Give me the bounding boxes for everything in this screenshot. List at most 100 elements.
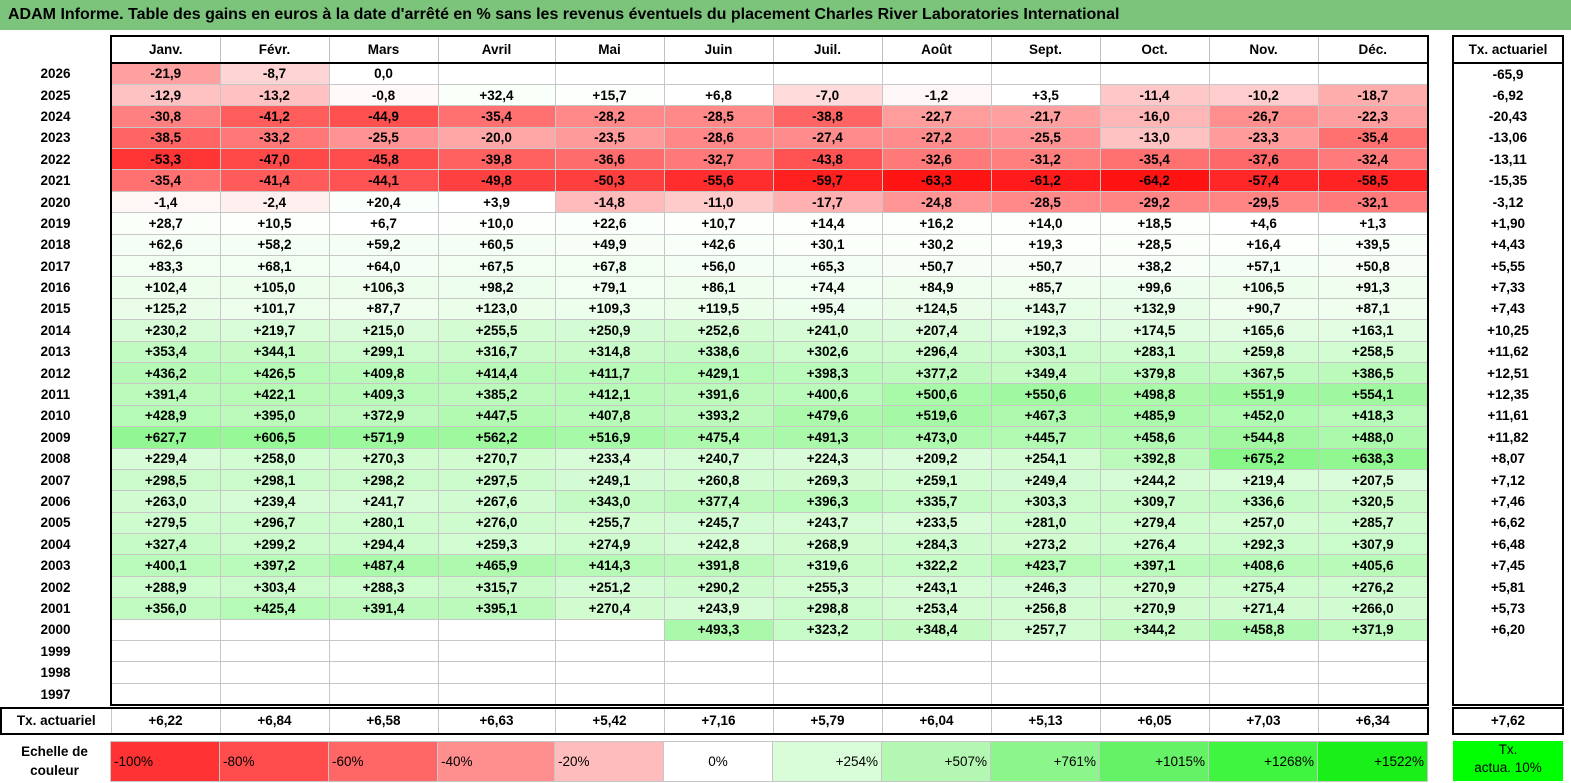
- gain-cell: +303,3: [990, 490, 1101, 513]
- year-label: 2026: [40, 66, 71, 82]
- month-header: Févr.: [219, 35, 330, 64]
- gain-cell: [663, 661, 774, 684]
- gain-cell: +270,4: [554, 597, 665, 620]
- gain-cell: [328, 682, 439, 706]
- gain-cell: +298,8: [772, 597, 883, 620]
- table-row: 2011 +391,4 +422,1 +409,3 +385,2 +412,1 +391,6…: [1, 383, 1429, 406]
- gain-cell: +485,9: [1099, 404, 1210, 428]
- gain-cell: [1099, 640, 1210, 663]
- gain-cell: +296,7: [219, 511, 330, 535]
- gain-cell: +10,7: [663, 212, 774, 235]
- gain-cell: +263,0: [110, 490, 221, 513]
- gain-cell: +50,8: [1317, 255, 1429, 278]
- table-row: 2014 +230,2 +219,7 +215,0 +255,5 +250,9 +252,6…: [1, 319, 1429, 342]
- gain-cell: +498,8: [1099, 383, 1210, 406]
- gain-cell: +246,3: [990, 575, 1101, 599]
- gain-cell: +397,2: [219, 554, 330, 577]
- gain-cell: +571,9: [328, 426, 439, 449]
- gain-cell: -35,4: [1099, 148, 1210, 171]
- gain-cell: +62,6: [110, 233, 221, 257]
- year-label: 2023: [40, 130, 71, 146]
- gain-cell: +219,4: [1208, 468, 1319, 492]
- gain-cell: +409,8: [328, 361, 439, 385]
- month-header: Mars: [328, 35, 439, 64]
- gains-table: Janv. Févr. Mars Avril Mai Juin Juil. Août Sept.…: [0, 35, 1429, 735]
- gain-cell: +251,2: [554, 575, 665, 599]
- gain-cell: +303,1: [990, 340, 1101, 363]
- gain-cell: +59,2: [328, 233, 439, 257]
- gain-cell: +296,4: [881, 340, 992, 363]
- gain-cell: +303,4: [219, 575, 330, 599]
- gain-cell: -1,4: [110, 190, 221, 214]
- tx-actuariel-cell: +7,03: [1208, 706, 1318, 735]
- gain-cell: +16,4: [1208, 233, 1319, 257]
- gain-cell: [990, 661, 1101, 684]
- gain-cell: +429,1: [663, 361, 774, 385]
- gain-cell: +254,1: [990, 447, 1101, 470]
- gain-cell: +299,2: [219, 533, 330, 556]
- gain-cell: +241,0: [772, 319, 883, 342]
- gain-cell: +554,1: [1317, 383, 1429, 406]
- gain-cell: +408,6: [1208, 554, 1319, 577]
- gain-cell: [1099, 682, 1210, 706]
- gain-cell: +30,1: [772, 233, 883, 257]
- color-scale-swatch: +254%: [772, 741, 882, 782]
- rate-cell: +1,90: [1452, 212, 1564, 235]
- gain-cell: [772, 640, 883, 663]
- gain-cell: -14,8: [554, 190, 665, 214]
- gain-cell: +391,6: [663, 383, 774, 406]
- gain-cell: +74,4: [772, 276, 883, 299]
- gain-cell: [110, 640, 221, 663]
- gain-cell: -12,9: [110, 83, 221, 107]
- gain-cell: [990, 62, 1101, 85]
- tx-actuariel-cell: +5,42: [554, 706, 664, 735]
- gain-cell: +377,2: [881, 361, 992, 385]
- gain-cell: +281,0: [990, 511, 1101, 535]
- gain-cell: +241,7: [328, 490, 439, 513]
- table-row: 2008 +229,4 +258,0 +270,3 +270,7 +233,4 +240,7…: [1, 447, 1429, 470]
- gain-cell: -28,6: [663, 126, 774, 150]
- gain-cell: -11,0: [663, 190, 774, 214]
- gain-cell: -27,4: [772, 126, 883, 150]
- gain-cell: -29,2: [1099, 190, 1210, 214]
- gain-cell: [1208, 640, 1319, 663]
- gain-cell: -59,7: [772, 169, 883, 192]
- rate-header: Tx. actuariel: [1452, 35, 1564, 64]
- gain-cell: -45,8: [328, 148, 439, 171]
- table-row: 2013 +353,4 +344,1 +299,1 +316,7 +314,8 +338,6…: [1, 340, 1429, 363]
- gain-cell: +398,3: [772, 361, 883, 385]
- gain-cell: +516,9: [554, 426, 665, 449]
- year-label: 2018: [40, 237, 71, 253]
- tx-actuariel-cell: +6,05: [1099, 706, 1209, 735]
- rate-cell: +11,61: [1452, 405, 1564, 427]
- gain-cell: [437, 682, 556, 706]
- gain-cell: [554, 682, 665, 706]
- color-scale-rate-swatch: Tx. actua. 10%: [1453, 741, 1563, 781]
- gain-cell: -58,5: [1317, 169, 1429, 192]
- gain-cell: +67,5: [437, 255, 556, 278]
- gain-cell: -35,4: [437, 105, 556, 128]
- table-row: 2023 -38,5 -33,2 -25,5 -20,0 -23,5 -28,6 -27,4-…: [1, 126, 1429, 150]
- gain-cell: +488,0: [1317, 426, 1429, 449]
- gain-cell: +294,4: [328, 533, 439, 556]
- table-row: 2005 +279,5 +296,7 +280,1 +276,0 +255,7 +245,7…: [1, 511, 1429, 535]
- gain-cell: +266,0: [1317, 597, 1429, 620]
- gain-cell: [1208, 682, 1319, 706]
- gain-cell: [554, 618, 665, 642]
- gain-cell: +209,2: [881, 447, 992, 470]
- rate-cell: +7,46: [1452, 490, 1564, 513]
- gain-cell: +288,9: [110, 575, 221, 599]
- year-label: 2019: [40, 215, 71, 231]
- color-scale-rate-line1: Tx.: [1498, 742, 1518, 757]
- gain-cell: +268,9: [772, 533, 883, 556]
- table-row: 2024 -30,8 -41,2 -44,9 -35,4 -28,2 -28,5 -38,8-…: [1, 105, 1429, 128]
- year-label: 2009: [40, 429, 71, 445]
- gain-cell: [1317, 640, 1429, 663]
- gain-cell: +425,4: [219, 597, 330, 620]
- gain-cell: [1208, 62, 1319, 85]
- gain-cell: +106,3: [328, 276, 439, 299]
- gain-cell: +400,6: [772, 383, 883, 406]
- gain-cell: +322,2: [881, 554, 992, 577]
- year-label: 1997: [40, 686, 71, 702]
- gain-cell: +428,9: [110, 404, 221, 428]
